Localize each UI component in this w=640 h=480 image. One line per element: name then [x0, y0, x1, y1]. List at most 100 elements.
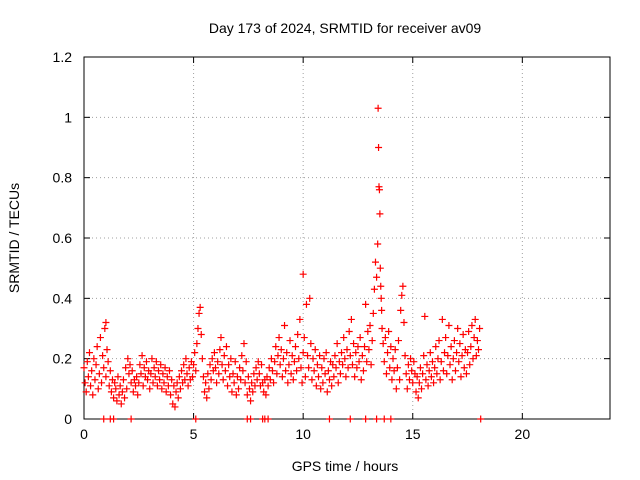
- data-point: [273, 370, 281, 378]
- data-point: [455, 358, 463, 366]
- data-point: [245, 385, 253, 393]
- data-point: [299, 270, 307, 278]
- data-point: [353, 364, 361, 372]
- data-point: [467, 343, 475, 351]
- y-tick-label: 0.6: [53, 230, 73, 246]
- data-point: [458, 352, 466, 360]
- data-point: [376, 210, 384, 218]
- data-point: [262, 391, 270, 399]
- data-point: [378, 325, 386, 332]
- data-point: [255, 370, 263, 378]
- data-point: [204, 370, 212, 378]
- data-point: [111, 379, 119, 387]
- y-tick-label: 1: [64, 109, 72, 125]
- data-point: [271, 358, 279, 366]
- data-point: [160, 379, 168, 387]
- data-point: [206, 361, 214, 369]
- data-point: [375, 144, 383, 151]
- data-point: [412, 388, 420, 396]
- data-point: [182, 355, 190, 363]
- data-point: [380, 415, 388, 423]
- data-point: [254, 358, 262, 366]
- data-point: [456, 340, 464, 348]
- data-point: [279, 355, 287, 363]
- data-point: [175, 373, 183, 381]
- data-point: [325, 415, 333, 423]
- data-point: [156, 376, 164, 384]
- data-point: [293, 367, 301, 375]
- data-point: [218, 361, 226, 369]
- data-point: [297, 364, 305, 372]
- data-point: [346, 415, 354, 423]
- y-axis-label: SRMTID / TECUs: [6, 183, 22, 293]
- data-point: [356, 334, 364, 342]
- data-point: [373, 273, 381, 281]
- data-point: [249, 388, 257, 396]
- data-point: [277, 346, 285, 354]
- data-point: [403, 385, 411, 393]
- data-point: [238, 352, 246, 360]
- data-point: [115, 391, 123, 399]
- data-point: [454, 325, 462, 332]
- data-point: [242, 358, 250, 366]
- data-point: [119, 376, 127, 384]
- data-point: [194, 325, 202, 332]
- y-tick-label: 0.2: [53, 351, 73, 367]
- data-point: [453, 349, 461, 357]
- data-point: [324, 367, 332, 375]
- data-point: [248, 379, 256, 387]
- data-point: [434, 355, 442, 363]
- data-point: [339, 361, 347, 369]
- data-point: [414, 394, 422, 402]
- data-point: [375, 186, 383, 194]
- data-point: [348, 361, 356, 369]
- data-point: [107, 388, 115, 396]
- data-point: [133, 373, 141, 381]
- data-point: [308, 376, 316, 384]
- data-point: [222, 343, 230, 351]
- data-point: [213, 379, 221, 387]
- data-point: [127, 415, 135, 423]
- data-point: [270, 379, 278, 387]
- data-point: [307, 340, 315, 348]
- data-point: [380, 358, 388, 366]
- data-point: [367, 361, 375, 369]
- data-point: [171, 403, 179, 411]
- data-point: [263, 373, 271, 381]
- data-point: [379, 340, 387, 348]
- data-point: [387, 343, 395, 351]
- data-point: [230, 379, 238, 387]
- data-point: [445, 321, 453, 329]
- data-point: [410, 358, 418, 366]
- data-point: [390, 367, 398, 375]
- data-point: [320, 355, 328, 363]
- data-point: [343, 346, 351, 354]
- data-point: [424, 382, 432, 390]
- data-point: [190, 361, 198, 369]
- data-point: [427, 373, 435, 381]
- data-point: [101, 325, 109, 332]
- data-point: [345, 328, 353, 336]
- data-point: [409, 379, 417, 387]
- data-point: [304, 352, 312, 360]
- x-tick-label: 0: [80, 426, 88, 442]
- data-point: [112, 385, 120, 393]
- data-point: [378, 306, 386, 314]
- data-point: [163, 373, 171, 381]
- data-point: [167, 391, 175, 399]
- data-point: [188, 373, 196, 381]
- data-point: [247, 415, 255, 423]
- data-point: [364, 328, 372, 336]
- data-point: [176, 385, 184, 393]
- data-point: [216, 346, 224, 354]
- data-point: [288, 352, 296, 360]
- data-point: [376, 264, 384, 272]
- data-point: [144, 376, 152, 384]
- data-point: [377, 294, 385, 302]
- data-point: [359, 367, 367, 375]
- data-point: [282, 367, 290, 375]
- data-point: [362, 300, 370, 308]
- grid: [84, 57, 610, 419]
- data-point: [301, 373, 309, 381]
- data-point: [323, 388, 331, 396]
